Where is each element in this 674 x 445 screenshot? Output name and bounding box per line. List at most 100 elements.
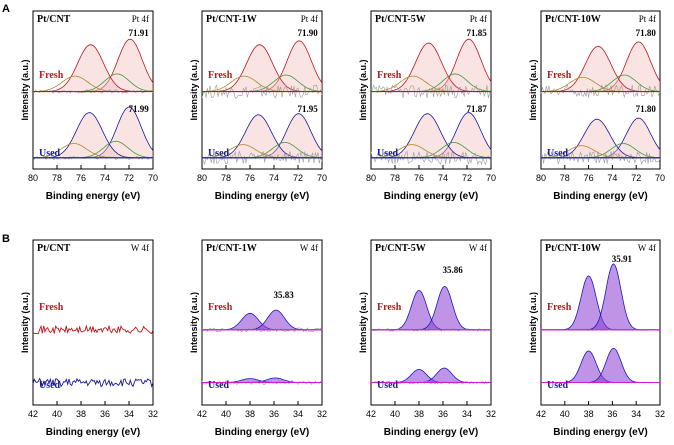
core-level-label: W 4f bbox=[638, 243, 656, 253]
x-tick-label: 78 bbox=[221, 173, 231, 183]
plot-frame bbox=[32, 10, 154, 170]
component-fill-fresh-1 bbox=[33, 44, 153, 92]
x-tick-label: 70 bbox=[486, 173, 496, 183]
peak-label-fresh: 71.90 bbox=[297, 28, 318, 38]
x-tick-label: 72 bbox=[462, 173, 472, 183]
x-tick-label: 70 bbox=[148, 173, 158, 183]
component-fill-used-1 bbox=[202, 114, 322, 158]
series-label-fresh: Fresh bbox=[208, 70, 233, 81]
x-tick-label: 72 bbox=[631, 173, 641, 183]
series-label-used: Used bbox=[208, 380, 230, 391]
core-level-label: W 4f bbox=[469, 243, 487, 253]
series-label-used: Used bbox=[208, 148, 230, 159]
raw-spectrum-used bbox=[370, 380, 492, 385]
series-label-used: Used bbox=[377, 380, 399, 391]
peak-label-used: 71.95 bbox=[297, 104, 318, 114]
component-fill-used-0 bbox=[541, 118, 660, 158]
x-tick-label: 78 bbox=[560, 173, 570, 183]
core-level-label: Pt 4f bbox=[470, 14, 487, 24]
series-label-used: Used bbox=[39, 148, 61, 159]
x-tick-label: 32 bbox=[148, 409, 158, 419]
x-tick-label: 34 bbox=[293, 409, 303, 419]
panel-title: Pt/CNT-1W bbox=[206, 14, 257, 25]
series-label-fresh: Fresh bbox=[547, 70, 572, 81]
component-fill-fresh-0 bbox=[33, 39, 153, 92]
x-tick-label: 40 bbox=[390, 409, 400, 419]
x-tick-label: 74 bbox=[269, 173, 279, 183]
x-tick-label: 76 bbox=[584, 173, 594, 183]
x-axis-label: Binding energy (eV) bbox=[384, 191, 478, 202]
x-tick-label: 74 bbox=[438, 173, 448, 183]
peak-label-fresh: 71.80 bbox=[636, 28, 657, 38]
core-level-label: Pt 4f bbox=[301, 14, 318, 24]
x-axis-label: Binding energy (eV) bbox=[46, 427, 140, 438]
core-level-label: Pt 4f bbox=[132, 14, 149, 24]
raw-spectrum-used bbox=[540, 150, 661, 166]
component-fill-fresh-0 bbox=[202, 40, 322, 92]
component-fill-fresh-1 bbox=[371, 43, 491, 92]
raw-spectrum-fresh bbox=[201, 84, 323, 99]
y-axis-label: Intensity (a.u.) bbox=[20, 292, 30, 353]
section-label-b: B bbox=[2, 233, 10, 245]
raw-spectrum-fresh bbox=[201, 327, 323, 333]
series-label-fresh: Fresh bbox=[377, 70, 402, 81]
component-fill-used-1 bbox=[541, 119, 660, 158]
plot-frame bbox=[201, 239, 323, 406]
plot-frame bbox=[370, 10, 492, 170]
plot-frame bbox=[540, 10, 661, 170]
series-label-used: Used bbox=[547, 148, 569, 159]
core-level-label: W 4f bbox=[131, 243, 149, 253]
plot-frame bbox=[201, 10, 323, 170]
x-axis-label: Binding energy (eV) bbox=[553, 427, 647, 438]
series-label-used: Used bbox=[39, 380, 61, 391]
x-tick-label: 76 bbox=[245, 173, 255, 183]
x-tick-label: 80 bbox=[197, 173, 207, 183]
x-tick-label: 74 bbox=[607, 173, 617, 183]
x-tick-label: 32 bbox=[317, 409, 327, 419]
x-tick-label: 42 bbox=[366, 409, 376, 419]
x-tick-label: 34 bbox=[124, 409, 134, 419]
x-axis-label: Binding energy (eV) bbox=[46, 191, 140, 202]
panel-a3: Fresh 71.85 Used 71.87 Pt/CNT-5W Pt 4f 80 78 76 7… bbox=[358, 10, 496, 202]
component-fill-used-0 bbox=[371, 112, 491, 158]
x-tick-label: 34 bbox=[631, 409, 641, 419]
core-level-label: W 4f bbox=[300, 243, 318, 253]
panel-a1: Fresh 71.91 Used 71.99 Pt/CNT Pt 4f 80 78 76 74 72… bbox=[20, 10, 158, 202]
x-tick-label: 74 bbox=[100, 173, 110, 183]
component-fill-fresh-0 bbox=[541, 41, 660, 92]
x-tick-label: 40 bbox=[52, 409, 62, 419]
x-axis-label: Binding energy (eV) bbox=[384, 427, 478, 438]
component-fill-fresh-1 bbox=[202, 310, 322, 330]
component-fill-used-1 bbox=[33, 112, 153, 158]
x-tick-label: 78 bbox=[390, 173, 400, 183]
plot-frame bbox=[540, 239, 661, 406]
series-label-fresh: Fresh bbox=[377, 302, 402, 313]
raw-spectrum-fresh bbox=[32, 324, 154, 335]
peak-label-used: 71.87 bbox=[466, 104, 487, 114]
x-tick-label: 36 bbox=[607, 409, 617, 419]
x-tick-label: 38 bbox=[414, 409, 424, 419]
x-tick-label: 32 bbox=[486, 409, 496, 419]
peak-label-fresh: 71.85 bbox=[466, 28, 487, 38]
panel-b1: Fresh Used Pt/CNT W 4f 42 40 38 36 34 32 Binding e… bbox=[20, 239, 158, 438]
panel-b4: Fresh 35.91 Used Pt/CNT-10W W 4f 42 40 38 36 34 32… bbox=[528, 239, 665, 438]
x-tick-label: 36 bbox=[438, 409, 448, 419]
x-tick-label: 80 bbox=[28, 173, 38, 183]
component-fill-fresh-1 bbox=[202, 44, 322, 92]
x-tick-label: 70 bbox=[655, 173, 665, 183]
peak-label-fresh: 71.91 bbox=[128, 28, 149, 38]
x-tick-label: 76 bbox=[414, 173, 424, 183]
x-tick-label: 76 bbox=[76, 173, 86, 183]
y-axis-label: Intensity (a.u.) bbox=[189, 292, 199, 353]
x-tick-label: 72 bbox=[293, 173, 303, 183]
series-label-fresh: Fresh bbox=[547, 302, 572, 313]
x-tick-label: 32 bbox=[655, 409, 665, 419]
x-tick-label: 38 bbox=[584, 409, 594, 419]
plot-frame bbox=[370, 239, 492, 406]
panel-b2: Fresh 35.83 Used Pt/CNT-1W W 4f 42 40 38 36 34 32 B… bbox=[189, 239, 327, 438]
x-axis-label: Binding energy (eV) bbox=[215, 191, 309, 202]
component-fill-used-0 bbox=[33, 107, 153, 158]
x-tick-label: 36 bbox=[100, 409, 110, 419]
panel-a4: Fresh 71.80 Used 71.80 Pt/CNT-10W Pt 4f 80 78 76… bbox=[528, 10, 665, 202]
